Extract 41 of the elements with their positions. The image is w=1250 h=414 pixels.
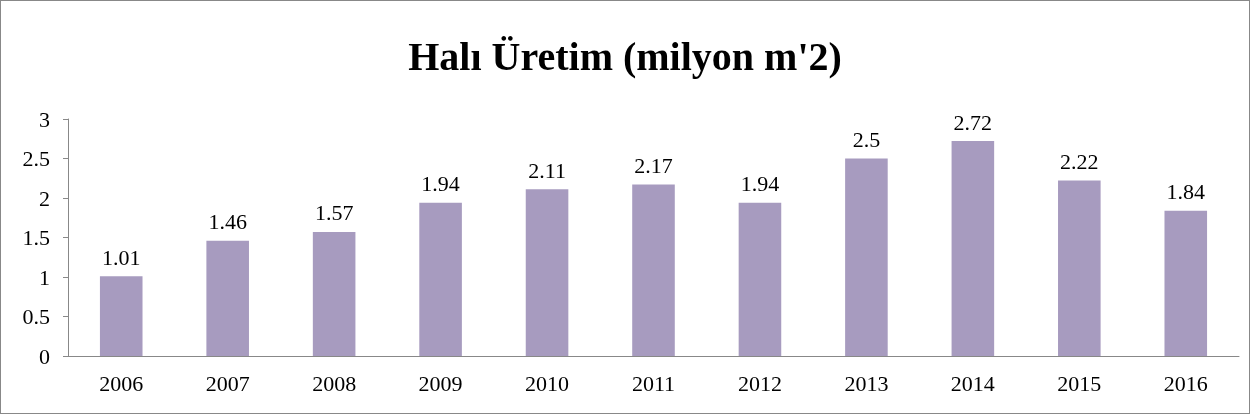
x-tick-label: 2012 [737,370,782,396]
y-tick-label: 2.5 [22,146,50,171]
bar [1058,180,1101,356]
y-tick-label: 3 [39,106,50,132]
data-label: 2.22 [1060,149,1099,175]
data-label: 1.94 [740,171,780,197]
y-tick-label: 0 [39,343,50,369]
data-label: 2.72 [953,109,993,135]
data-label: 1.94 [421,171,460,197]
x-tick-label: 2006 [99,370,144,396]
bar [1164,210,1208,356]
bar [99,276,143,356]
bar [738,202,782,356]
bar [419,202,462,356]
bar [845,158,888,356]
x-tick-label: 2010 [525,370,570,396]
data-label: 1.46 [208,209,247,235]
data-label: 2.17 [634,153,673,179]
data-label: 2.11 [528,157,566,183]
y-tick-label: 1 [39,264,50,290]
y-tick-label: 0.5 [22,304,50,329]
data-label: 1.01 [101,244,141,270]
data-label: 1.57 [314,200,354,226]
bar [206,240,249,356]
x-tick-label: 2013 [844,370,889,396]
bar [312,231,356,356]
x-tick-label: 2016 [1163,370,1208,396]
y-tick-label: 2 [39,185,50,211]
bar [951,141,995,356]
x-tick-label: 2015 [1057,370,1102,396]
data-label: 1.84 [1166,179,1206,205]
x-tick-label: 2014 [950,370,995,396]
y-tick-label: 1.5 [22,225,50,250]
bar [632,184,675,356]
chart-title: Halı Üretim (milyon m'2) [408,33,842,79]
x-tick-label: 2009 [418,370,463,396]
x-tick-label: 2007 [205,370,250,396]
x-tick-label: 2011 [631,370,676,396]
bar [525,189,569,356]
x-tick-label: 2008 [312,370,357,396]
data-label: 2.5 [852,127,881,152]
